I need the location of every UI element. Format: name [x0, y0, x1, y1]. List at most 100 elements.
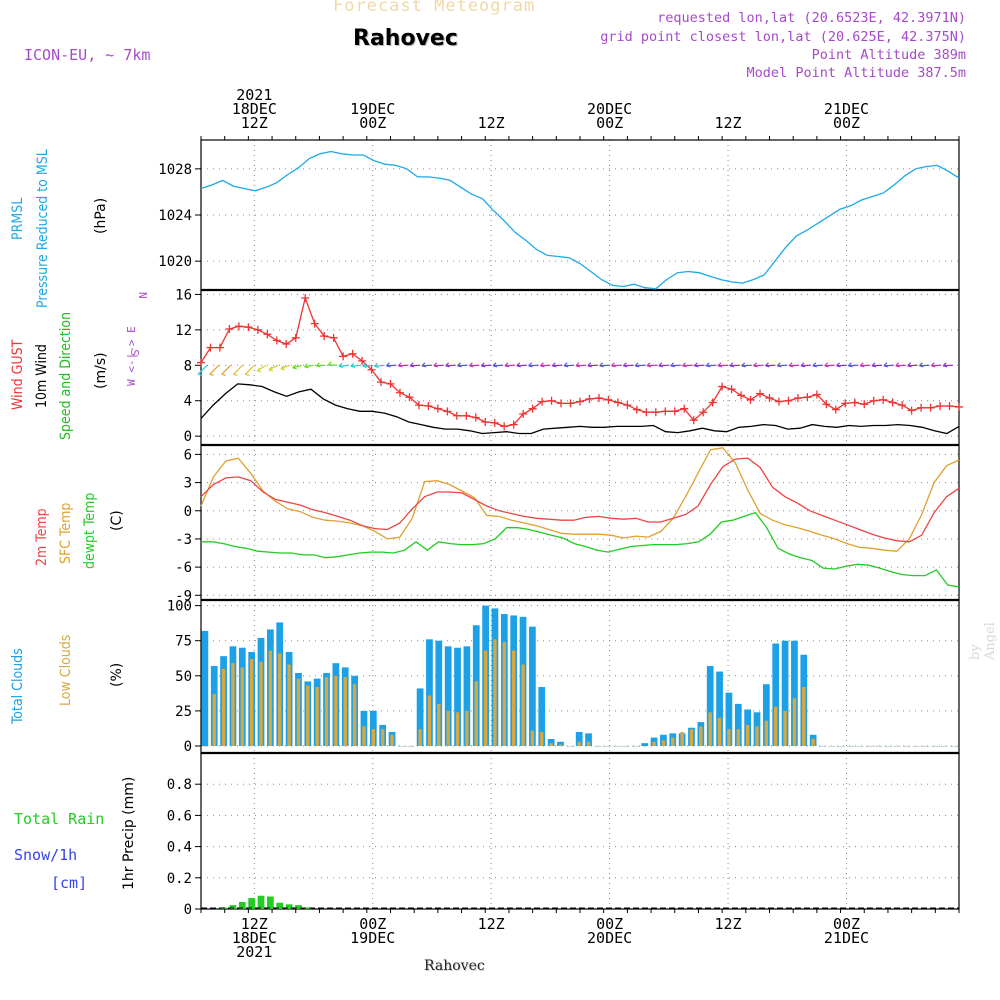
wind-direction-arrow	[824, 362, 835, 368]
gust-marker	[803, 393, 812, 402]
rain-bar	[229, 905, 237, 909]
time-label-top: 18DEC	[232, 100, 277, 118]
gust-marker	[320, 332, 329, 341]
y-tick-label: 0.4	[167, 840, 192, 856]
low-cloud-bar	[680, 731, 684, 746]
pressure-axis-label: PRMSL	[10, 198, 26, 240]
pressure-unit-label: (hPa)	[93, 198, 109, 234]
y-tick-label: 0.2	[167, 871, 192, 887]
y-tick-label: 0.8	[167, 777, 192, 793]
gust-marker	[395, 388, 404, 397]
snow-unit-legend: [cm]	[51, 874, 87, 892]
wind-direction-arrow	[622, 362, 634, 368]
rain-bar	[304, 907, 312, 909]
gust-marker	[490, 418, 499, 427]
low-cloud-bar	[315, 687, 319, 746]
time-label-top: 20DEC	[587, 100, 632, 118]
low-cloud-bar	[268, 650, 273, 746]
wind-direction-arrow	[871, 362, 883, 368]
low-cloud-bar	[446, 710, 450, 746]
clouds-unit-label: (%)	[109, 663, 125, 687]
wind-direction-arrow	[575, 362, 586, 368]
total-cloud-bar	[706, 665, 714, 746]
y-tick-label: 0	[184, 504, 192, 520]
location-title: Rahovec	[353, 26, 458, 51]
total-cloud-bar	[734, 703, 742, 746]
low-cloud-bar	[671, 737, 675, 746]
wind-direction-arrow	[256, 364, 267, 373]
gust-marker	[263, 330, 272, 339]
gust-marker	[831, 405, 840, 414]
low-cloud-bar	[558, 744, 563, 746]
low-cloud-bar	[661, 740, 666, 746]
compass-north: N	[136, 292, 149, 299]
wind-direction-arrow	[741, 362, 752, 368]
y-tick-label: 3	[184, 476, 192, 492]
gust-marker	[907, 406, 916, 415]
gust-marker	[680, 404, 689, 413]
wind-direction-arrow	[516, 362, 527, 368]
dewpt-axis-label: dewpt Temp	[82, 493, 98, 569]
gust-marker	[538, 397, 547, 406]
rain-legend: Total Rain	[14, 810, 104, 828]
gust-marker	[500, 422, 509, 431]
wind-direction-arrow	[327, 361, 338, 367]
low-cloud-bar	[390, 734, 394, 746]
low-cloud-bar	[942, 745, 946, 747]
snow-legend: Snow/1h	[14, 846, 77, 864]
gust-marker	[519, 410, 528, 418]
model-point-altitude: Model Point Altitude 387.5m	[746, 65, 966, 81]
low-cloud-bar	[483, 650, 488, 746]
total-clouds-axis-label: Total Clouds	[10, 648, 26, 725]
total-cloud-bar	[463, 646, 471, 746]
low-cloud-bar	[418, 729, 422, 746]
gust-marker	[358, 356, 367, 365]
low-cloud-bar	[399, 745, 404, 747]
gust-marker	[206, 343, 215, 352]
wind-direction-arrow	[776, 362, 788, 368]
low-cloud-bar	[895, 745, 900, 747]
total-cloud-bar	[762, 684, 770, 746]
time-label-top: 00Z	[833, 114, 860, 132]
y-tick-label: 0	[184, 429, 192, 445]
wind-direction-arrow	[895, 362, 906, 368]
low-cloud-bar	[717, 717, 722, 746]
gust-marker	[926, 403, 935, 412]
wind-direction-arrow	[551, 362, 563, 368]
gust-marker	[452, 411, 461, 420]
gust-marker	[244, 323, 253, 332]
low-cloud-bar	[867, 745, 871, 747]
y-tick-label: 25	[175, 704, 192, 720]
low-cloud-bar	[792, 698, 797, 746]
time-label-bottom: 20DEC	[587, 929, 632, 947]
y-tick-label: -6	[175, 560, 192, 576]
wind-direction-arrow	[563, 362, 575, 368]
low-cloud-bar	[699, 726, 703, 746]
grid-point-coords: grid point closest lon,lat (20.625E, 42.…	[600, 29, 966, 45]
low-cloud-bar	[820, 745, 825, 747]
time-label-bottom: 12Z	[478, 915, 505, 933]
total-cloud-bar	[416, 688, 424, 746]
total-cloud-bar	[772, 643, 780, 746]
time-label-bottom: 21DEC	[824, 929, 869, 947]
low-cloud-bar	[858, 745, 862, 747]
gust-marker	[841, 399, 850, 408]
model-label: ICON-EU, ~ 7km	[24, 46, 151, 64]
wind-direction-arrow	[800, 362, 811, 368]
gust-marker	[727, 385, 736, 394]
low-cloud-bar	[745, 724, 750, 746]
low-cloud-bar	[830, 745, 834, 747]
gust-marker	[329, 333, 338, 342]
low-cloud-bar	[951, 745, 956, 747]
wind-direction-arrow	[729, 362, 740, 368]
gust-marker	[746, 395, 755, 404]
y-tick-label: 0.6	[167, 808, 192, 824]
low-cloud-bar	[605, 745, 609, 747]
low-cloud-bar	[511, 650, 516, 746]
gust-marker	[784, 396, 793, 405]
wind-direction-arrow	[409, 362, 421, 368]
gust-marker	[443, 407, 452, 416]
low-cloud-bar	[633, 745, 638, 747]
wind-direction-arrow	[693, 362, 705, 368]
gust-marker	[945, 402, 954, 411]
